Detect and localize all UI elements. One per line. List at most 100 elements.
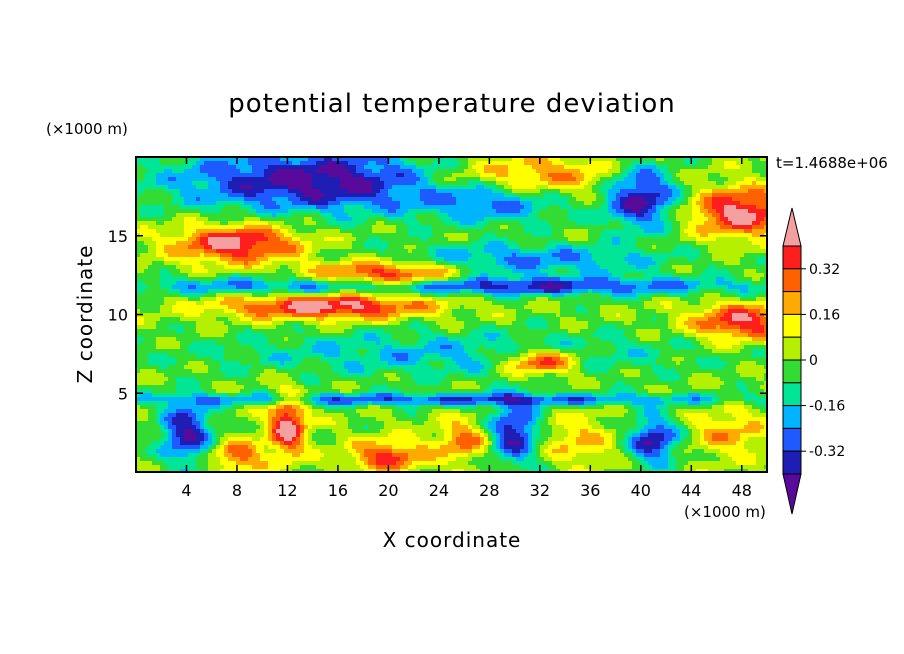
field-cell bbox=[204, 157, 209, 162]
field-cell bbox=[740, 265, 745, 270]
field-cell bbox=[460, 265, 465, 270]
field-cell bbox=[428, 261, 433, 266]
field-cell bbox=[664, 197, 669, 202]
field-cell bbox=[280, 265, 285, 270]
field-cell bbox=[472, 237, 477, 242]
field-cell bbox=[732, 241, 737, 246]
field-cell bbox=[524, 245, 529, 250]
field-cell bbox=[204, 261, 209, 266]
field-cell bbox=[652, 181, 657, 186]
field-cell bbox=[484, 157, 489, 162]
field-cell bbox=[576, 253, 581, 258]
field-cell bbox=[280, 281, 285, 286]
field-cell bbox=[548, 213, 553, 218]
field-cell bbox=[344, 277, 349, 282]
field-cell bbox=[616, 233, 621, 238]
field-cell bbox=[200, 161, 205, 166]
field-cell bbox=[616, 225, 621, 230]
field-cell bbox=[612, 189, 617, 194]
field-cell bbox=[348, 277, 353, 282]
field-cell bbox=[660, 273, 665, 278]
field-cell bbox=[292, 269, 297, 274]
field-cell bbox=[212, 189, 217, 194]
field-cell bbox=[628, 201, 633, 206]
field-cell bbox=[368, 253, 373, 258]
field-cell bbox=[504, 197, 509, 202]
field-cell bbox=[156, 241, 161, 246]
field-cell bbox=[608, 277, 613, 282]
field-cell bbox=[644, 245, 649, 250]
field-cell bbox=[216, 233, 221, 238]
field-cell bbox=[760, 277, 765, 282]
field-cell bbox=[192, 169, 197, 174]
field-cell bbox=[388, 169, 393, 174]
field-cell bbox=[408, 209, 413, 214]
field-cell bbox=[384, 241, 389, 246]
field-cell bbox=[444, 161, 449, 166]
field-cell bbox=[216, 237, 221, 242]
field-cell bbox=[252, 165, 257, 170]
field-cell bbox=[740, 253, 745, 258]
field-cell bbox=[728, 165, 733, 170]
field-cell bbox=[432, 165, 437, 170]
field-cell bbox=[604, 173, 609, 178]
field-cell bbox=[208, 277, 213, 282]
field-cell bbox=[228, 209, 233, 214]
field-cell bbox=[720, 209, 725, 214]
field-cell bbox=[196, 221, 201, 226]
field-cell bbox=[500, 169, 505, 174]
field-cell bbox=[220, 161, 225, 166]
field-cell bbox=[372, 205, 377, 210]
field-cell bbox=[212, 281, 217, 286]
field-cell bbox=[372, 253, 377, 258]
field-cell bbox=[516, 257, 521, 262]
field-cell bbox=[348, 273, 353, 278]
field-cell bbox=[572, 185, 577, 190]
field-cell bbox=[436, 209, 441, 214]
field-cell bbox=[696, 273, 701, 278]
field-cell bbox=[740, 221, 745, 226]
field-cell bbox=[176, 161, 181, 166]
field-cell bbox=[584, 269, 589, 274]
field-cell bbox=[744, 217, 749, 222]
field-cell bbox=[320, 197, 325, 202]
field-cell bbox=[716, 197, 721, 202]
field-cell bbox=[460, 233, 465, 238]
field-cell bbox=[728, 249, 733, 254]
field-cell bbox=[688, 161, 693, 166]
field-cell bbox=[452, 277, 457, 282]
field-cell bbox=[484, 169, 489, 174]
field-cell bbox=[532, 185, 537, 190]
field-cell bbox=[636, 181, 641, 186]
field-cell bbox=[188, 265, 193, 270]
field-cell bbox=[508, 261, 513, 266]
field-cell bbox=[348, 221, 353, 226]
field-cell bbox=[324, 217, 329, 222]
field-cell bbox=[428, 257, 433, 262]
field-cell bbox=[300, 161, 305, 166]
field-cell bbox=[384, 253, 389, 258]
field-cell bbox=[476, 189, 481, 194]
field-cell bbox=[292, 177, 297, 182]
field-cell bbox=[584, 221, 589, 226]
field-cell bbox=[464, 225, 469, 230]
field-cell bbox=[328, 249, 333, 254]
field-cell bbox=[484, 257, 489, 262]
field-cell bbox=[664, 165, 669, 170]
field-cell bbox=[448, 237, 453, 242]
field-cell bbox=[720, 225, 725, 230]
field-cell bbox=[684, 185, 689, 190]
field-cell bbox=[592, 185, 597, 190]
field-cell bbox=[324, 157, 329, 162]
field-cell bbox=[308, 165, 313, 170]
field-cell bbox=[388, 173, 393, 178]
field-cell bbox=[572, 217, 577, 222]
field-cell bbox=[244, 281, 249, 286]
field-cell bbox=[408, 181, 413, 186]
field-cell bbox=[384, 205, 389, 210]
field-cell bbox=[144, 245, 149, 250]
field-cell bbox=[256, 237, 261, 242]
field-cell bbox=[236, 169, 241, 174]
field-cell bbox=[724, 237, 729, 242]
field-cell bbox=[624, 221, 629, 226]
